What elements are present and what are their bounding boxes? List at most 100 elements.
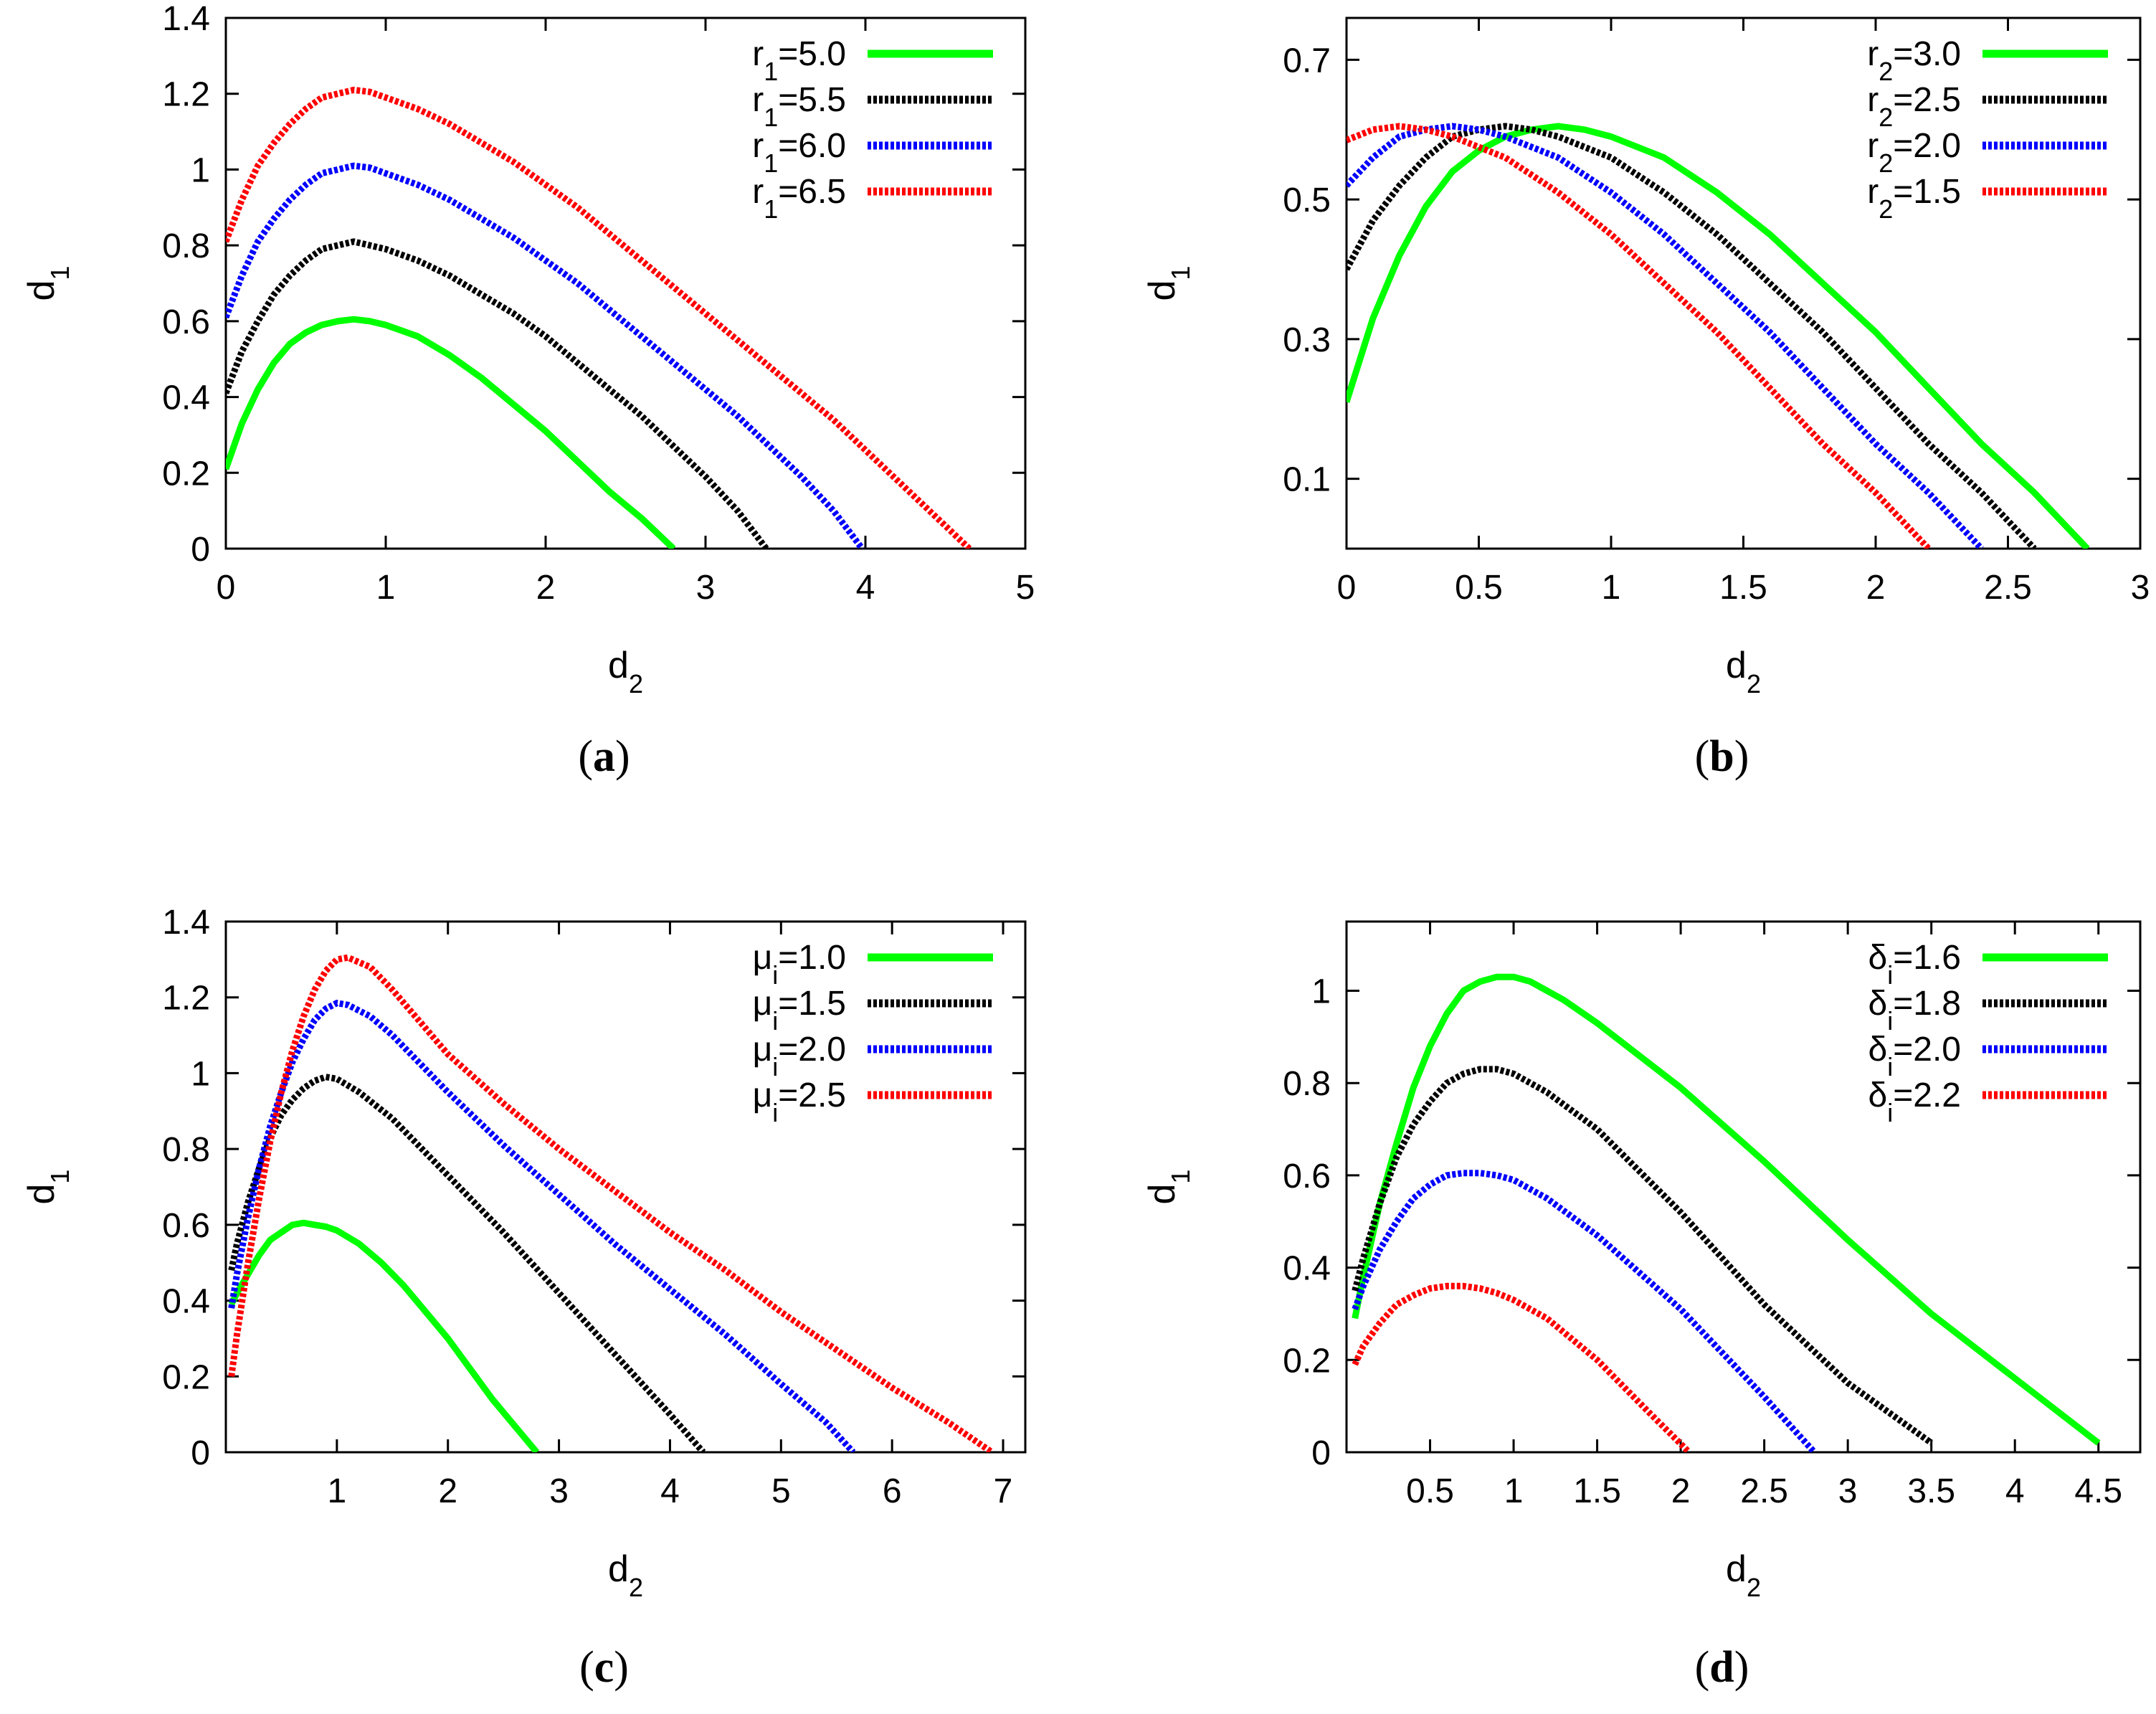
x-tick-label: 0.5 — [1455, 569, 1503, 607]
series-group — [1347, 123, 2090, 549]
legend-label-r1=6.0: r1=6.0 — [752, 127, 846, 178]
series-line-r2=3.0 — [1347, 123, 2090, 549]
legend-label-μi=2.0: μi=2.0 — [753, 1031, 846, 1081]
y-tick-label: 0 — [191, 1434, 210, 1472]
series-group — [1352, 973, 2101, 1452]
series-line-r2=2.5 — [1347, 123, 2037, 549]
x-tick-label: 4.5 — [2074, 1472, 2122, 1510]
y-tick-label: 1 — [191, 1055, 210, 1093]
series-line-r1=5.5 — [226, 238, 769, 549]
x-tick-label: 1 — [376, 569, 396, 607]
x-tick-label: 3 — [549, 1472, 569, 1510]
y-tick-label: 0.2 — [162, 1358, 210, 1396]
legend-label-r1=5.5: r1=5.5 — [752, 81, 846, 132]
y-tick-label: 1.4 — [162, 904, 210, 942]
y-tick-label: 0 — [191, 531, 210, 569]
plot-frame — [1345, 920, 2142, 1454]
series-line-δi=2.0 — [1352, 1170, 1817, 1452]
series-line-δi=1.6 — [1352, 973, 2101, 1446]
x-tick-label: 3 — [696, 569, 716, 607]
series-group — [228, 954, 994, 1452]
plot-frame — [224, 920, 1027, 1454]
panel-label: (b) — [1695, 732, 1749, 781]
x-tick-label: 2.5 — [1984, 569, 2032, 607]
y-tick-label: 0.4 — [162, 379, 210, 417]
y-axis-title: d1 — [1141, 266, 1195, 301]
x-tick-label: 5 — [1016, 569, 1035, 607]
y-axis-title: d1 — [21, 1170, 75, 1205]
y-tick-label: 0.8 — [162, 1131, 210, 1169]
series-line-r1=6.5 — [226, 86, 972, 549]
legend-label-δi=1.6: δi=1.6 — [1868, 939, 1961, 990]
y-tick-label: 0.2 — [1283, 1342, 1331, 1380]
legend-label-r2=2.0: r2=2.0 — [1867, 127, 1961, 178]
panel-label: (d) — [1695, 1643, 1749, 1692]
legend-label-δi=2.2: δi=2.2 — [1868, 1076, 1961, 1127]
series-line-δi=2.2 — [1352, 1282, 1691, 1452]
legend-label-r1=6.5: r1=6.5 — [752, 173, 846, 224]
x-axis-title: d2 — [1726, 645, 1761, 699]
x-tick-label: 0.5 — [1406, 1472, 1454, 1510]
x-tick-label: 1 — [328, 1472, 347, 1510]
series-line-r2=1.5 — [1347, 123, 1932, 549]
y-tick-label: 0.6 — [1283, 1157, 1331, 1195]
legend-label-r1=5.0: r1=5.0 — [752, 35, 846, 86]
x-tick-label: 1 — [1602, 569, 1621, 607]
series-line-r2=2.0 — [1347, 123, 1984, 549]
chart-panel-c: 1 2 3 4 5 6 700.20.40.60.811.21.4d2d1μi=1.0μi=… — [21, 904, 1027, 1692]
panel-label: (c) — [579, 1643, 629, 1692]
y-tick-label: 0.6 — [162, 303, 210, 341]
x-axis-title: d2 — [608, 1548, 643, 1602]
legend-label-r2=2.5: r2=2.5 — [1867, 81, 1961, 132]
x-tick-label: 2 — [1866, 569, 1886, 607]
y-tick-label: 0.5 — [1283, 181, 1331, 219]
legend-label-δi=2.0: δi=2.0 — [1868, 1031, 1961, 1081]
chart-panel-d: 0.5 1 1.5 2 2.5 3 3.5 4 4.5 0 0.2 0.4 0.6 0.8 1 d2 d1 δi=… — [1141, 920, 2142, 1692]
x-tick-label: 7 — [994, 1472, 1013, 1510]
series-line-r1=5.0 — [226, 316, 676, 549]
legend-label-μi=1.5: μi=1.5 — [753, 985, 846, 1036]
y-tick-label: 0.8 — [1283, 1065, 1331, 1103]
y-tick-label: 0.4 — [1283, 1250, 1331, 1288]
series-line-μi=2.0 — [228, 1000, 856, 1452]
chart-panel-b: 0 0.5 1 1.5 2 2.5 30.10.30.50.7d2d1r2=3.0r2=2.… — [1141, 16, 2150, 781]
series-line-μi=1.5 — [228, 1074, 706, 1452]
x-tick-label: 2 — [536, 569, 556, 607]
plot-frame — [1345, 16, 2142, 550]
y-tick-label: 1 — [191, 151, 210, 189]
legend-label-r2=3.0: r2=3.0 — [1867, 35, 1961, 86]
series-group — [226, 86, 972, 549]
y-tick-label: 0.1 — [1283, 461, 1331, 499]
x-tick-label: 0 — [1337, 569, 1357, 607]
panel-label: (a) — [578, 732, 630, 781]
y-tick-label: 0 — [1311, 1434, 1331, 1472]
x-tick-label: 1.5 — [1573, 1472, 1621, 1510]
x-tick-label: 2.5 — [1740, 1472, 1788, 1510]
y-tick-label: 0.3 — [1283, 321, 1331, 359]
series-line-δi=1.8 — [1352, 1066, 1934, 1446]
y-tick-label: 0.4 — [162, 1283, 210, 1321]
y-tick-label: 0.7 — [1283, 42, 1331, 80]
x-tick-label: 3 — [1838, 1472, 1858, 1510]
x-tick-label: 2 — [1671, 1472, 1691, 1510]
x-tick-label: 4 — [660, 1472, 680, 1510]
y-tick-label: 1.2 — [162, 76, 210, 114]
x-tick-label: 2 — [438, 1472, 457, 1510]
legend-label-μi=1.0: μi=1.0 — [753, 939, 846, 990]
legend-label-δi=1.8: δi=1.8 — [1868, 985, 1961, 1036]
y-tick-label: 0.2 — [162, 455, 210, 493]
plot-frame — [224, 16, 1027, 550]
legend-label-r2=1.5: r2=1.5 — [1867, 173, 1961, 224]
y-axis-title: d1 — [1141, 1170, 1195, 1205]
x-tick-label: 3 — [2131, 569, 2150, 607]
y-tick-label: 1 — [1311, 973, 1331, 1011]
x-tick-label: 3.5 — [1907, 1472, 1955, 1510]
y-tick-label: 0.8 — [162, 227, 210, 265]
y-tick-label: 1.4 — [162, 0, 210, 38]
x-tick-label: 0 — [217, 569, 236, 607]
x-tick-label: 4 — [2005, 1472, 2025, 1510]
series-line-r1=6.0 — [226, 162, 865, 549]
y-tick-label: 1.2 — [162, 980, 210, 1018]
y-tick-label: 0.6 — [162, 1207, 210, 1245]
x-tick-label: 1.5 — [1719, 569, 1767, 607]
